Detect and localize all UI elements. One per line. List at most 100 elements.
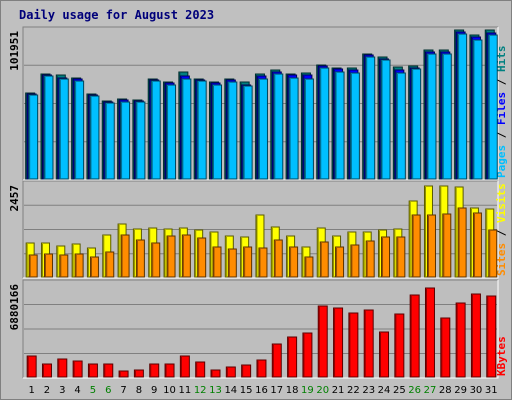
chart-panels: 101951 Pages / Files / Hits 2457 Sites / Vi…: [8, 26, 508, 379]
bar-kbytes-day-16: [256, 359, 267, 378]
bar-sites-day-30: [472, 212, 482, 278]
bar-sites-day-14: [227, 248, 237, 278]
bar-sites-day-27: [426, 214, 436, 278]
day-label-23: 23: [362, 385, 375, 396]
bar-sites-day-16: [258, 247, 268, 278]
bar-sites-day-11: [181, 234, 191, 278]
legend-entry-hits: Hits: [495, 46, 508, 73]
legend-entry-kbytes: KBytes: [495, 336, 508, 376]
bar-kbytes-day-18: [287, 336, 298, 378]
legend-separator: /: [495, 125, 508, 145]
bar-kbytes-day-3: [57, 358, 68, 378]
bar-kbytes-day-31: [486, 295, 497, 378]
bar-sites-day-15: [243, 246, 253, 278]
day-label-25: 25: [393, 385, 406, 396]
bar-kbytes-day-22: [348, 312, 359, 378]
bar-pages-day-1: [28, 94, 39, 180]
panel-legend: Pages / Files / Hits: [495, 46, 508, 179]
bar-sites-day-22: [350, 244, 360, 278]
bar-pages-day-5: [89, 95, 100, 180]
bar-sites-day-7: [120, 234, 130, 278]
day-label-19: 19: [301, 385, 314, 396]
bar-pages-day-9: [150, 80, 161, 180]
day-label-4: 4: [74, 385, 80, 396]
day-label-30: 30: [470, 385, 483, 396]
legend-entry-visits: Visits: [495, 183, 508, 223]
bar-sites-day-5: [89, 256, 99, 278]
day-label-1: 1: [28, 385, 34, 396]
bar-sites-day-9: [151, 242, 161, 278]
bar-sites-day-13: [212, 246, 222, 278]
day-label-18: 18: [286, 385, 299, 396]
bar-sites-day-10: [166, 235, 176, 278]
bars-kbytes: [26, 287, 497, 378]
bar-pages-day-26: [411, 68, 422, 180]
bar-pages-day-17: [273, 73, 284, 180]
day-label-26: 26: [408, 385, 421, 396]
bar-pages-day-23: [365, 56, 376, 180]
bar-kbytes-day-30: [470, 293, 481, 378]
day-label-13: 13: [209, 385, 222, 396]
legend-separator: /: [495, 223, 508, 243]
legend-entry-files: Files: [495, 92, 508, 125]
bar-sites-day-29: [457, 207, 467, 278]
bar-kbytes-day-29: [455, 302, 466, 378]
bar-pages-day-25: [395, 72, 406, 180]
day-label-3: 3: [59, 385, 65, 396]
bar-sites-day-18: [289, 246, 299, 278]
bar-sites-day-26: [411, 214, 421, 278]
day-label-6: 6: [105, 385, 111, 396]
bar-pages-day-4: [74, 80, 85, 180]
bar-sites-day-24: [381, 236, 391, 278]
bar-kbytes-day-27: [424, 287, 435, 378]
bar-kbytes-day-2: [41, 363, 52, 378]
panel-hits-files-pages: 101951 Pages / Files / Hits: [8, 26, 508, 181]
panel-border: [22, 279, 498, 378]
bar-sites-day-6: [105, 251, 115, 278]
bar-kbytes-day-12: [195, 361, 206, 378]
day-label-15: 15: [240, 385, 253, 396]
legend-entry-pages: Pages: [495, 145, 508, 178]
bar-sites-day-23: [365, 240, 375, 278]
bar-pages-day-19: [303, 78, 314, 180]
bar-kbytes-day-23: [363, 309, 374, 378]
day-label-14: 14: [224, 385, 237, 396]
scale-label: 101951: [8, 31, 21, 71]
panel-kbytes: 6880166 KBytes: [8, 279, 508, 379]
bar-sites-day-25: [396, 236, 406, 278]
bar-pages-day-8: [135, 101, 146, 180]
bar-pages-day-31: [487, 34, 498, 180]
legend-entry-sites: Sites: [495, 243, 508, 276]
panel-border: [23, 181, 499, 279]
day-label-29: 29: [454, 385, 467, 396]
bar-pages-day-16: [257, 78, 268, 180]
panel-legend: Sites / Visits: [495, 183, 508, 276]
bar-pages-day-3: [58, 78, 69, 180]
bar-pages-day-15: [242, 85, 253, 180]
day-label-12: 12: [194, 385, 207, 396]
day-label-21: 21: [332, 385, 345, 396]
bar-pages-day-13: [212, 84, 222, 180]
bar-kbytes-day-24: [379, 331, 390, 378]
bar-kbytes-day-17: [271, 343, 282, 378]
bar-pages-day-18: [288, 77, 299, 180]
bar-pages-day-11: [181, 78, 192, 180]
panel-visits-sites: 2457 Sites / Visits: [8, 180, 508, 279]
bar-pages-day-27: [426, 53, 437, 180]
bar-pages-day-6: [104, 102, 115, 180]
day-label-16: 16: [255, 385, 268, 396]
day-axis: 1 2 3 4 5 6 7 8 9 10 11 12 13 14 15 16 17 18 19 20 21 22 23 24 2…: [28, 385, 497, 396]
day-label-7: 7: [120, 385, 126, 396]
bar-kbytes-day-7: [118, 370, 129, 378]
bar-pages-day-24: [380, 59, 391, 180]
bar-sites-day-3: [59, 254, 69, 278]
bar-kbytes-day-25: [394, 313, 405, 378]
bar-sites-day-2: [43, 253, 53, 278]
panel-legend: KBytes: [495, 336, 508, 376]
panel-border: [23, 280, 499, 379]
panel-border: [23, 27, 499, 181]
panel-border: [22, 26, 498, 180]
bar-sites-day-20: [319, 241, 329, 278]
bars-visits-sites: [25, 185, 498, 278]
bar-pages-day-10: [166, 84, 177, 180]
